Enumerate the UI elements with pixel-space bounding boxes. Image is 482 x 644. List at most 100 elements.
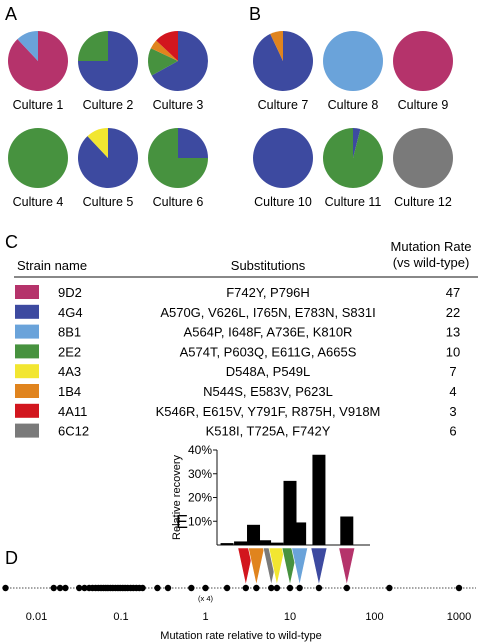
pie-slice-culture-11-2e2: [323, 128, 383, 189]
pie-slice-culture-11-4g4: [353, 128, 361, 158]
d-point: [296, 584, 303, 592]
pie-slice-culture-2-2e2: [78, 31, 108, 61]
strain-mutation-rate: 4: [449, 384, 456, 399]
d-point: [242, 584, 250, 592]
e-y-tick-label: 10%: [188, 514, 212, 528]
strain-mutation-rate: 47: [446, 285, 460, 300]
pie-panel-b: Culture 7 Culture 8 Culture 9 Culture 10 Cul…: [253, 31, 453, 209]
pie-culture-3: Culture 3: [148, 31, 209, 112]
pie-culture-6: Culture 6: [148, 128, 208, 209]
strain-color-swatch: [15, 304, 39, 319]
strain-substitutions: A564P, I648F, A736E, K810R: [184, 325, 353, 340]
strain-mutation-rate: 10: [446, 344, 460, 359]
col-header-strain: Strain name: [17, 258, 87, 273]
pie-culture-4: Culture 4: [8, 128, 68, 209]
d-x-tick-label: 100: [365, 611, 383, 623]
pie-culture-7: Culture 7: [253, 31, 314, 112]
pie-slice-culture-1-8b1: [17, 31, 38, 61]
strain-table: Strain name Substitutions Mutation Rate …: [14, 239, 478, 439]
strain-name: 4A11: [58, 404, 87, 419]
pie-culture-2: Culture 2: [78, 31, 138, 112]
e-y-tick-label: 40%: [188, 443, 212, 457]
col-header-substitutions: Substitutions: [231, 258, 306, 273]
e-y-tick-label: 20%: [188, 491, 212, 505]
panel-c-label: C: [5, 232, 18, 252]
pie-culture-10: Culture 10: [253, 128, 313, 209]
d-x-tick-label: 1000: [447, 611, 471, 623]
pie-culture-12: Culture 12: [393, 128, 453, 209]
e-strain-triangle-4a11: [237, 547, 255, 586]
strain-substitutions: A570G, V626L, I765N, E783N, S831I: [160, 305, 375, 320]
pie-slice-culture-3-4a11: [156, 31, 178, 61]
strain-mutation-rate: 13: [446, 325, 460, 340]
recovery-bar-chart: 10% 20% 30% 40% Relative recovery: [171, 443, 370, 586]
strain-color-swatch: [15, 364, 39, 379]
pie-culture-1: Culture 1: [7, 31, 68, 112]
d-point: [386, 584, 393, 592]
d-point: [154, 584, 161, 592]
pie-slice-culture-6-4g4: [178, 128, 208, 158]
pie-label: Culture 8: [328, 98, 379, 112]
strain-mutation-rate: 3: [449, 404, 456, 419]
d-annotation: (x 4): [198, 594, 214, 603]
pie-slice-culture-10-4g4: [253, 128, 313, 188]
d-point: [315, 584, 323, 592]
pie-label: Culture 10: [254, 195, 312, 209]
strain-substitutions: K546R, E615V, Y791F, R875H, V918M: [156, 404, 381, 419]
pie-slice-culture-6-2e2: [148, 128, 208, 188]
d-point: [50, 584, 57, 592]
strain-mutation-rate: 6: [449, 424, 456, 439]
panel-d-label: D: [5, 548, 18, 568]
d-x-tick-label: 0.01: [26, 611, 47, 623]
pie-label: Culture 3: [153, 98, 204, 112]
pie-culture-11: Culture 11: [323, 128, 383, 209]
d-point: [75, 584, 83, 592]
table-row: 4A3 D548A, P549L 7: [15, 364, 457, 379]
d-point: [286, 584, 294, 592]
strain-substitutions: N544S, E583V, P623L: [203, 384, 333, 399]
d-point: [164, 584, 172, 592]
pie-slice-culture-7-4g4: [253, 31, 314, 91]
d-point: [455, 584, 463, 592]
e-bar: [293, 522, 307, 545]
e-y-axis-label: Relative recovery: [171, 455, 183, 540]
d-point: [202, 584, 209, 592]
table-row: 4G4 A570G, V626L, I765N, E783N, S831I 22: [15, 304, 460, 320]
strain-name: 4A3: [58, 364, 81, 379]
pie-label: Culture 7: [258, 98, 309, 112]
d-point: [81, 584, 88, 592]
strain-mutation-rate: 7: [449, 364, 456, 379]
table-row: 2E2 A574T, P603Q, E611G, A665S 10: [15, 344, 460, 359]
pie-label: Culture 4: [13, 195, 64, 209]
pie-panel-a: Culture 1 Culture 2 Culture 3 Culture 4 Cult…: [7, 31, 209, 209]
pie-label: Culture 1: [13, 98, 64, 112]
pie-slice-culture-3-2e2: [148, 48, 178, 76]
e-strain-triangle-4a3: [268, 547, 286, 586]
strain-color-swatch: [15, 285, 39, 299]
pie-label: Culture 5: [83, 195, 134, 209]
strain-name: 6C12: [58, 424, 89, 439]
table-row: 1B4 N544S, E583V, P623L 4: [15, 384, 457, 399]
d-x-tick-label: 1: [202, 611, 208, 623]
d-x-tick-label: 10: [284, 611, 296, 623]
strain-substitutions: K518I, T725A, F742Y: [206, 424, 331, 439]
d-point: [268, 584, 275, 592]
e-bar: [258, 540, 272, 545]
e-strain-triangle-9d2: [338, 547, 356, 586]
strain-color-swatch: [15, 403, 39, 418]
pie-slice-culture-9-9d2: [393, 31, 453, 91]
strain-name: 2E2: [58, 344, 81, 359]
strain-name: 4G4: [58, 305, 83, 320]
d-point: [223, 584, 231, 592]
strain-color-swatch: [15, 344, 39, 359]
pie-slice-culture-5-4a3: [87, 128, 108, 158]
panel-a-label: A: [5, 4, 17, 24]
d-point: [62, 584, 69, 592]
e-bar: [220, 543, 234, 545]
strain-mutation-rate: 22: [446, 305, 460, 320]
e-bar: [340, 516, 354, 545]
d-point: [273, 584, 281, 592]
d-x-axis-label: Mutation rate relative to wild-type: [160, 630, 321, 642]
pie-slice-culture-3-4g4: [151, 31, 209, 91]
